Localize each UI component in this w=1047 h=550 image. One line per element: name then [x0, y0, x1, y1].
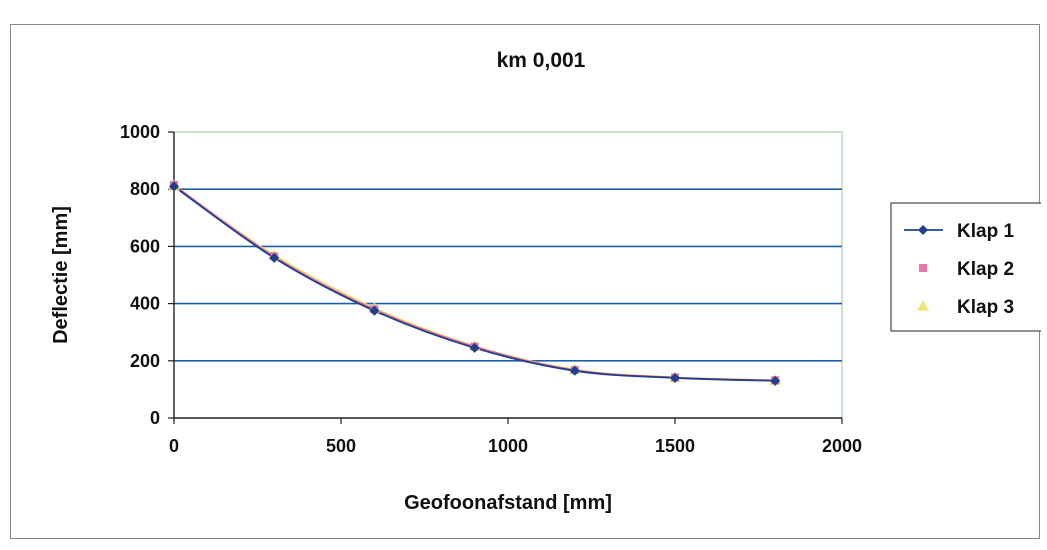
y-tick-label: 400 — [130, 294, 160, 314]
y-tick-label: 0 — [150, 408, 160, 428]
grid-layer — [174, 188, 842, 362]
ticks-layer: 0 200 400 600 800 1000 0 500 1000 1500 2000 — [120, 122, 862, 456]
chart-title: km 0,001 — [497, 49, 586, 72]
chart-frame: km 0,001 0 200 400 600 800 1000 0 500 1000 1500 20… — [10, 24, 1041, 539]
y-tick-label: 600 — [130, 236, 160, 256]
x-tick-label: 1000 — [488, 436, 528, 456]
legend: Klap 1 Klap 2 Klap 3 — [890, 202, 1041, 332]
data-point-klap-1 — [269, 252, 280, 263]
data-point-klap-1 — [469, 342, 480, 353]
legend-label: Klap 3 — [957, 297, 1014, 318]
y-tick-label: 800 — [130, 179, 160, 199]
x-tick-label: 2000 — [822, 436, 862, 456]
data-point-klap-1 — [670, 372, 680, 383]
data-point-klap-1 — [169, 181, 179, 192]
y-axis-label: Deflectie [mm] — [50, 206, 72, 344]
legend-marker — [919, 264, 927, 272]
x-tick-label: 1500 — [655, 436, 695, 456]
y-tick-label: 1000 — [120, 122, 160, 142]
y-tick-label: 200 — [130, 351, 160, 371]
data-point-klap-1 — [369, 305, 380, 316]
legend-box — [890, 202, 1041, 332]
legend-items: Klap 1 Klap 2 Klap 3 — [904, 221, 1014, 318]
plot-area — [173, 131, 843, 419]
x-tick-label: 500 — [326, 436, 356, 456]
data-point-klap-1 — [770, 375, 781, 386]
x-tick-label: 0 — [169, 436, 179, 456]
legend-label: Klap 2 — [957, 259, 1014, 280]
series-layer — [168, 179, 782, 386]
legend-label: Klap 1 — [957, 221, 1014, 242]
legend-marker — [917, 300, 929, 311]
legend-marker — [918, 225, 928, 235]
chart-svg: km 0,001 0 200 400 600 800 1000 0 500 1000 1500 20… — [50, 49, 1041, 514]
data-point-klap-1 — [569, 365, 580, 376]
x-axis-label: Geofoonafstand [mm] — [404, 492, 612, 514]
